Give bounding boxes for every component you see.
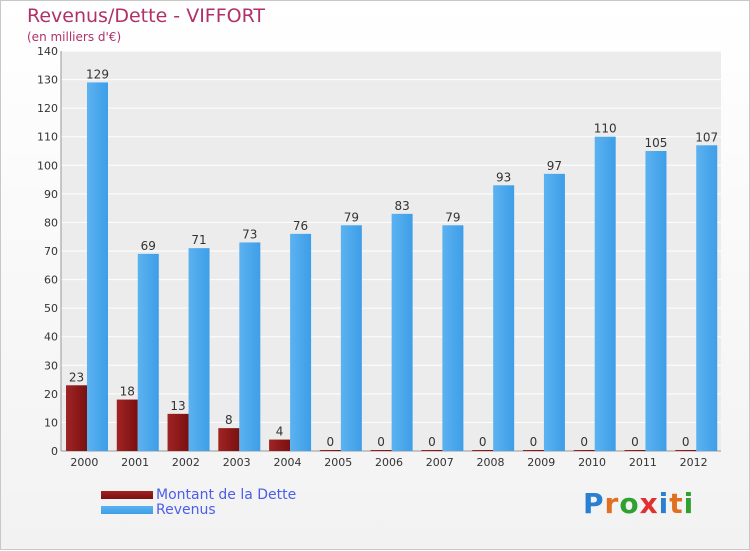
y-tick-label: 80 <box>44 216 58 229</box>
data-label-debt: 0 <box>682 435 690 449</box>
y-tick-label: 0 <box>51 445 58 458</box>
data-label-debt: 0 <box>377 435 385 449</box>
data-label-revenue: 110 <box>594 122 617 136</box>
y-tick-label: 110 <box>37 131 58 144</box>
data-label-debt: 18 <box>120 385 135 399</box>
legend-swatch-debt <box>101 491 153 499</box>
chart-title: Revenus/Dette - VIFFORT <box>27 5 266 27</box>
logo-letter: i <box>658 487 670 520</box>
data-label-debt: 8 <box>225 413 233 427</box>
bar-revenue <box>239 242 261 451</box>
x-tick-label: 2009 <box>527 456 555 469</box>
data-label-debt: 0 <box>631 435 639 449</box>
bar-revenue <box>290 233 312 451</box>
bar-revenue <box>696 145 718 452</box>
data-label-debt: 4 <box>276 425 284 439</box>
bar-revenue <box>137 253 159 451</box>
bar-revenue <box>442 225 464 451</box>
x-tick-label: 2002 <box>172 456 200 469</box>
bar-debt <box>522 450 544 451</box>
bar-revenue <box>594 136 616 451</box>
bar-debt <box>573 450 595 451</box>
logo-letter: o <box>619 487 640 520</box>
bar-revenue <box>87 82 108 451</box>
y-tick-label: 20 <box>44 388 58 401</box>
x-tick-label: 2008 <box>477 456 505 469</box>
bar-debt <box>421 450 443 451</box>
data-label-debt: 0 <box>479 435 487 449</box>
data-label-revenue: 107 <box>695 130 718 144</box>
bar-revenue <box>391 213 413 451</box>
x-tick-label: 2004 <box>273 456 301 469</box>
data-label-revenue: 79 <box>344 210 359 224</box>
data-label-revenue: 97 <box>547 159 562 173</box>
labels-layer: 0102030405060708090100110120130140231292… <box>37 45 718 469</box>
logo-letter: r <box>604 487 620 520</box>
x-tick-label: 2005 <box>324 456 352 469</box>
y-tick-label: 140 <box>37 45 58 58</box>
bar-debt <box>624 450 646 451</box>
data-label-revenue: 69 <box>141 239 156 253</box>
logo-letter: x <box>639 487 659 520</box>
data-label-debt: 0 <box>580 435 588 449</box>
bar-debt <box>269 439 291 451</box>
data-label-debt: 0 <box>428 435 436 449</box>
data-label-debt: 13 <box>170 399 185 413</box>
data-label-debt: 0 <box>530 435 538 449</box>
x-tick-label: 2007 <box>426 456 454 469</box>
data-label-debt: 0 <box>327 435 335 449</box>
x-tick-label: 2010 <box>578 456 606 469</box>
x-tick-label: 2006 <box>375 456 403 469</box>
data-label-revenue: 105 <box>645 136 668 150</box>
data-label-revenue: 93 <box>496 170 511 184</box>
legend-label-revenue: Revenus <box>156 502 216 518</box>
bar-revenue <box>340 225 362 451</box>
y-tick-label: 50 <box>44 302 58 315</box>
grid-layer <box>60 50 721 452</box>
logo-letter: i <box>683 487 695 520</box>
legend-swatch-revenue <box>101 506 153 514</box>
legend-label-debt: Montant de la Dette <box>156 487 297 503</box>
data-label-revenue: 76 <box>293 219 308 233</box>
data-label-revenue: 79 <box>445 210 460 224</box>
data-label-revenue: 129 <box>86 67 109 81</box>
y-tick-label: 90 <box>44 188 58 201</box>
bar-debt <box>116 399 138 451</box>
data-label-revenue: 73 <box>242 227 257 241</box>
bar-debt <box>675 450 697 451</box>
x-tick-label: 2000 <box>70 456 98 469</box>
bar-debt <box>472 450 494 451</box>
data-label-debt: 23 <box>69 370 84 384</box>
logo-letter: P <box>583 487 605 520</box>
bar-debt <box>218 428 240 451</box>
y-tick-label: 40 <box>44 331 58 344</box>
x-tick-label: 2011 <box>629 456 657 469</box>
x-tick-label: 2001 <box>121 456 149 469</box>
bars-layer <box>66 82 718 452</box>
y-tick-label: 60 <box>44 274 58 287</box>
y-tick-label: 30 <box>44 359 58 372</box>
bar-revenue <box>543 173 565 451</box>
bar-revenue <box>493 185 515 452</box>
y-tick-label: 120 <box>37 102 58 115</box>
y-tick-label: 100 <box>37 159 58 172</box>
bar-debt <box>319 450 341 451</box>
x-tick-label: 2012 <box>680 456 708 469</box>
chart-subtitle: (en milliers d'€) <box>27 30 122 44</box>
x-tick-label: 2003 <box>223 456 251 469</box>
bar-revenue <box>188 248 210 451</box>
bar-debt <box>370 450 392 451</box>
y-tick-label: 130 <box>37 74 58 87</box>
y-tick-label: 70 <box>44 245 58 258</box>
proxiti-logo: Proxiti <box>583 487 694 520</box>
y-tick-label: 10 <box>44 416 58 429</box>
logo-letter: t <box>669 487 684 520</box>
bar-revenue <box>645 151 667 451</box>
bar-debt <box>66 385 87 451</box>
data-label-revenue: 71 <box>191 233 206 247</box>
bar-debt <box>167 413 189 451</box>
data-label-revenue: 83 <box>394 199 409 213</box>
